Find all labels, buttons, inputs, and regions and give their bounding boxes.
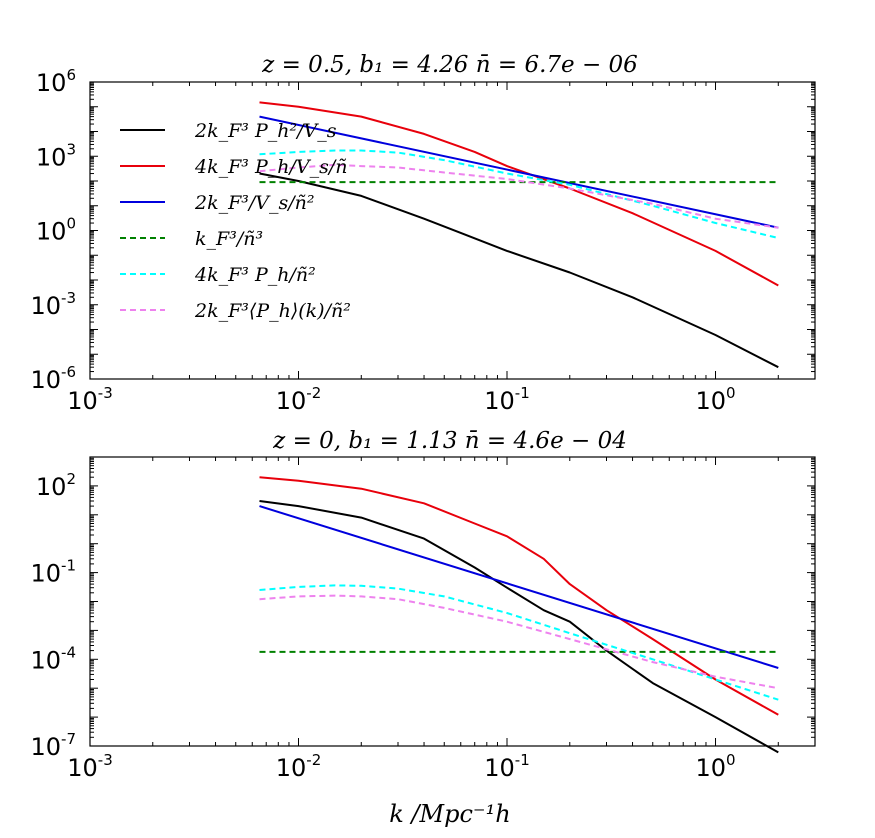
x-tick-label: 10-1 <box>484 751 530 782</box>
x-tick-label: 10-1 <box>484 384 530 415</box>
y-tick-label: 103 <box>36 140 76 171</box>
y-tick-label: 106 <box>36 66 76 97</box>
legend-label-3: k_F³/ñ³ <box>195 228 263 250</box>
x-tick-label: 10-2 <box>276 384 322 415</box>
series-line-2 <box>259 505 779 669</box>
legend-label-1: 4k_F³ P_h/V_s/ñ <box>194 156 347 178</box>
series-line-1 <box>259 476 779 716</box>
x-tick-label: 10-3 <box>67 384 113 415</box>
y-tick-label: 102 <box>36 470 76 501</box>
y-tick-label: 10-6 <box>30 363 76 394</box>
x-tick-label: 100 <box>695 751 735 782</box>
bottom-panel-lines <box>259 476 779 754</box>
series-line-4 <box>259 149 779 239</box>
legend-label-5: 2k_F³⟨P_h⟩(k)/ñ² <box>194 300 351 322</box>
series-line-4 <box>259 584 779 701</box>
y-tick-label: 10-1 <box>30 557 76 588</box>
y-tick-label: 100 <box>36 215 76 246</box>
bottom-panel-title: z = 0, b₁ = 1.13 n̄ = 4.6e − 04 <box>272 428 627 454</box>
series-line-1 <box>259 101 779 287</box>
top-panel-lines <box>259 101 779 369</box>
x-tick-label: 10-3 <box>67 751 113 782</box>
legend-label-0: 2k_F³ P_h²/V_s <box>194 120 337 142</box>
x-axis-label: k /Mpc⁻¹h <box>389 800 510 828</box>
series-line-0 <box>259 500 779 754</box>
top-panel-title: z = 0.5, b₁ = 4.26 n̄ = 6.7e − 06 <box>261 52 638 78</box>
legend-label-4: 4k_F³ P_h/ñ² <box>194 264 316 286</box>
y-tick-label: 10-7 <box>30 730 76 761</box>
y-tick-label: 10-4 <box>30 643 76 674</box>
series-line-5 <box>259 163 779 229</box>
x-tick-label: 100 <box>695 384 735 415</box>
bottom-panel-ticks: 10-3 10-2 10-1 100 10-7 10-4 10-1 102 <box>30 456 816 782</box>
x-tick-label: 10-2 <box>276 751 322 782</box>
bottom-panel: z = 0, b₁ = 1.13 n̄ = 4.6e − 04 10-3 10-2… <box>30 428 816 782</box>
top-panel-legend: 2k_F³ P_h²/V_s 4k_F³ P_h/V_s/ñ 2k_F³/V_s/ñ… <box>120 120 351 322</box>
series-line-0 <box>259 172 779 369</box>
series-line-5 <box>259 594 779 690</box>
bottom-panel-frame <box>89 456 816 747</box>
top-panel: z = 0.5, b₁ = 4.26 n̄ = 6.7e − 06 10-3 10… <box>30 52 816 415</box>
y-tick-label: 10-3 <box>30 289 76 320</box>
series-line-2 <box>259 115 779 229</box>
legend-label-2: 2k_F³/V_s/ñ² <box>194 192 315 214</box>
